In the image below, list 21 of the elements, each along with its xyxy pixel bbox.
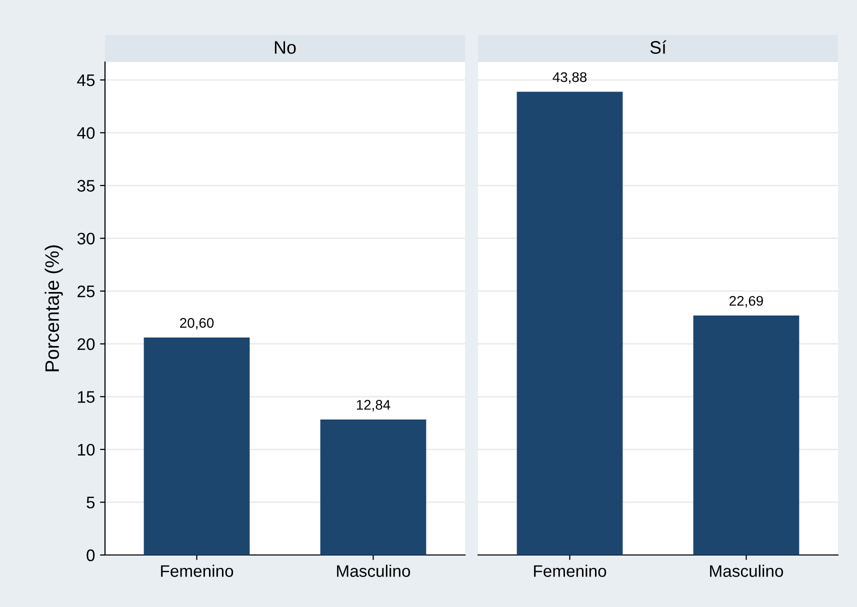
y-axis-title: Porcentaje (%) <box>44 245 63 372</box>
chart-title: No <box>274 41 296 54</box>
data-label: 22,69 <box>730 296 763 308</box>
y-tick-label: 35 <box>77 180 95 192</box>
y-tick-label: 0 <box>86 549 95 562</box>
y-tick-label: 40 <box>77 127 95 139</box>
x-tick-label: Femenino <box>161 564 234 577</box>
y-tick-label: 30 <box>77 232 95 244</box>
y-tick-label: 15 <box>78 391 95 403</box>
y-tick-label: 20 <box>78 338 95 350</box>
x-tick-label: Femenino <box>534 564 606 577</box>
y-tick-label: 45 <box>77 74 95 86</box>
data-label: 43,88 <box>552 72 587 84</box>
y-tick-label: 10 <box>78 444 95 456</box>
chart-title: Sí <box>650 40 666 54</box>
y-tick-label: 25 <box>78 285 95 298</box>
y-tick-label: 5 <box>86 496 95 508</box>
x-tick-label: Masculino <box>337 564 410 577</box>
data-label: 12,84 <box>356 400 390 412</box>
x-tick-label: Masculino <box>710 564 784 577</box>
data-label: 20,60 <box>180 318 214 330</box>
